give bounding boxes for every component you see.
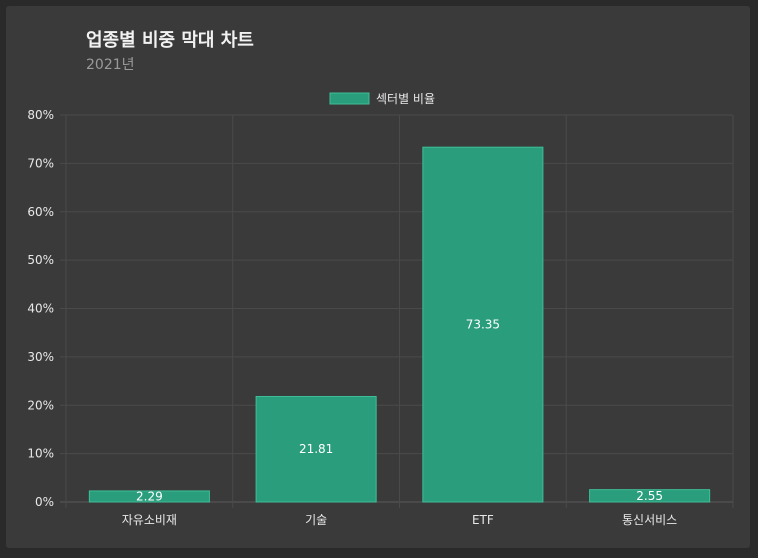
data-label: 2.55 <box>636 489 663 503</box>
chart-card: 업종별 비중 막대 차트 2021년 <box>6 6 750 548</box>
grid <box>60 114 734 508</box>
y-axis: 0% 10% 20% 30% 40% 50% 60% 70% 80% <box>27 108 54 509</box>
y-tick-label: 80% <box>27 108 54 122</box>
bar[interactable] <box>422 146 544 503</box>
x-tick-label: 자유소비재 <box>122 513 177 527</box>
chart-subtitle: 2021년 <box>86 57 135 73</box>
bar[interactable] <box>88 490 210 503</box>
y-tick-label: 60% <box>27 205 54 219</box>
x-tick-label: 통신서비스 <box>622 513 677 527</box>
y-tick-label: 70% <box>27 156 54 170</box>
data-label: 2.29 <box>136 489 163 503</box>
y-tick-label: 30% <box>27 350 54 364</box>
data-label: 73.35 <box>466 318 500 332</box>
legend-swatch <box>329 92 370 105</box>
x-axis: 자유소비재 기술 ETF 통신서비스 <box>122 513 677 527</box>
y-tick-label: 40% <box>27 302 54 316</box>
y-tick-label: 10% <box>27 447 54 461</box>
bars <box>88 146 711 503</box>
x-tick-label: ETF <box>472 513 494 527</box>
data-label: 21.81 <box>299 442 333 456</box>
data-labels: 2.29 21.81 73.35 2.55 <box>136 318 663 504</box>
y-tick-label: 50% <box>27 253 54 267</box>
bar[interactable] <box>255 395 377 503</box>
y-tick-label: 20% <box>27 398 54 412</box>
x-tick-label: 기술 <box>305 513 327 527</box>
y-tick-label: 0% <box>35 495 54 509</box>
bar[interactable] <box>589 489 711 503</box>
chart-title: 업종별 비중 막대 차트 <box>86 30 254 51</box>
legend[interactable]: 섹터별 비율 <box>329 92 435 106</box>
legend-label: 섹터별 비율 <box>376 92 435 106</box>
